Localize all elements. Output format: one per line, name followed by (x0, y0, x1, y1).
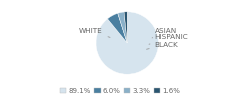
Wedge shape (96, 12, 158, 74)
Text: HISPANIC: HISPANIC (149, 34, 188, 44)
Text: WHITE: WHITE (79, 28, 110, 37)
Wedge shape (118, 12, 127, 43)
Text: ASIAN: ASIAN (152, 28, 177, 38)
Text: BLACK: BLACK (147, 42, 178, 49)
Wedge shape (124, 12, 127, 43)
Wedge shape (108, 13, 127, 43)
Legend: 89.1%, 6.0%, 3.3%, 1.6%: 89.1%, 6.0%, 3.3%, 1.6% (57, 85, 183, 96)
